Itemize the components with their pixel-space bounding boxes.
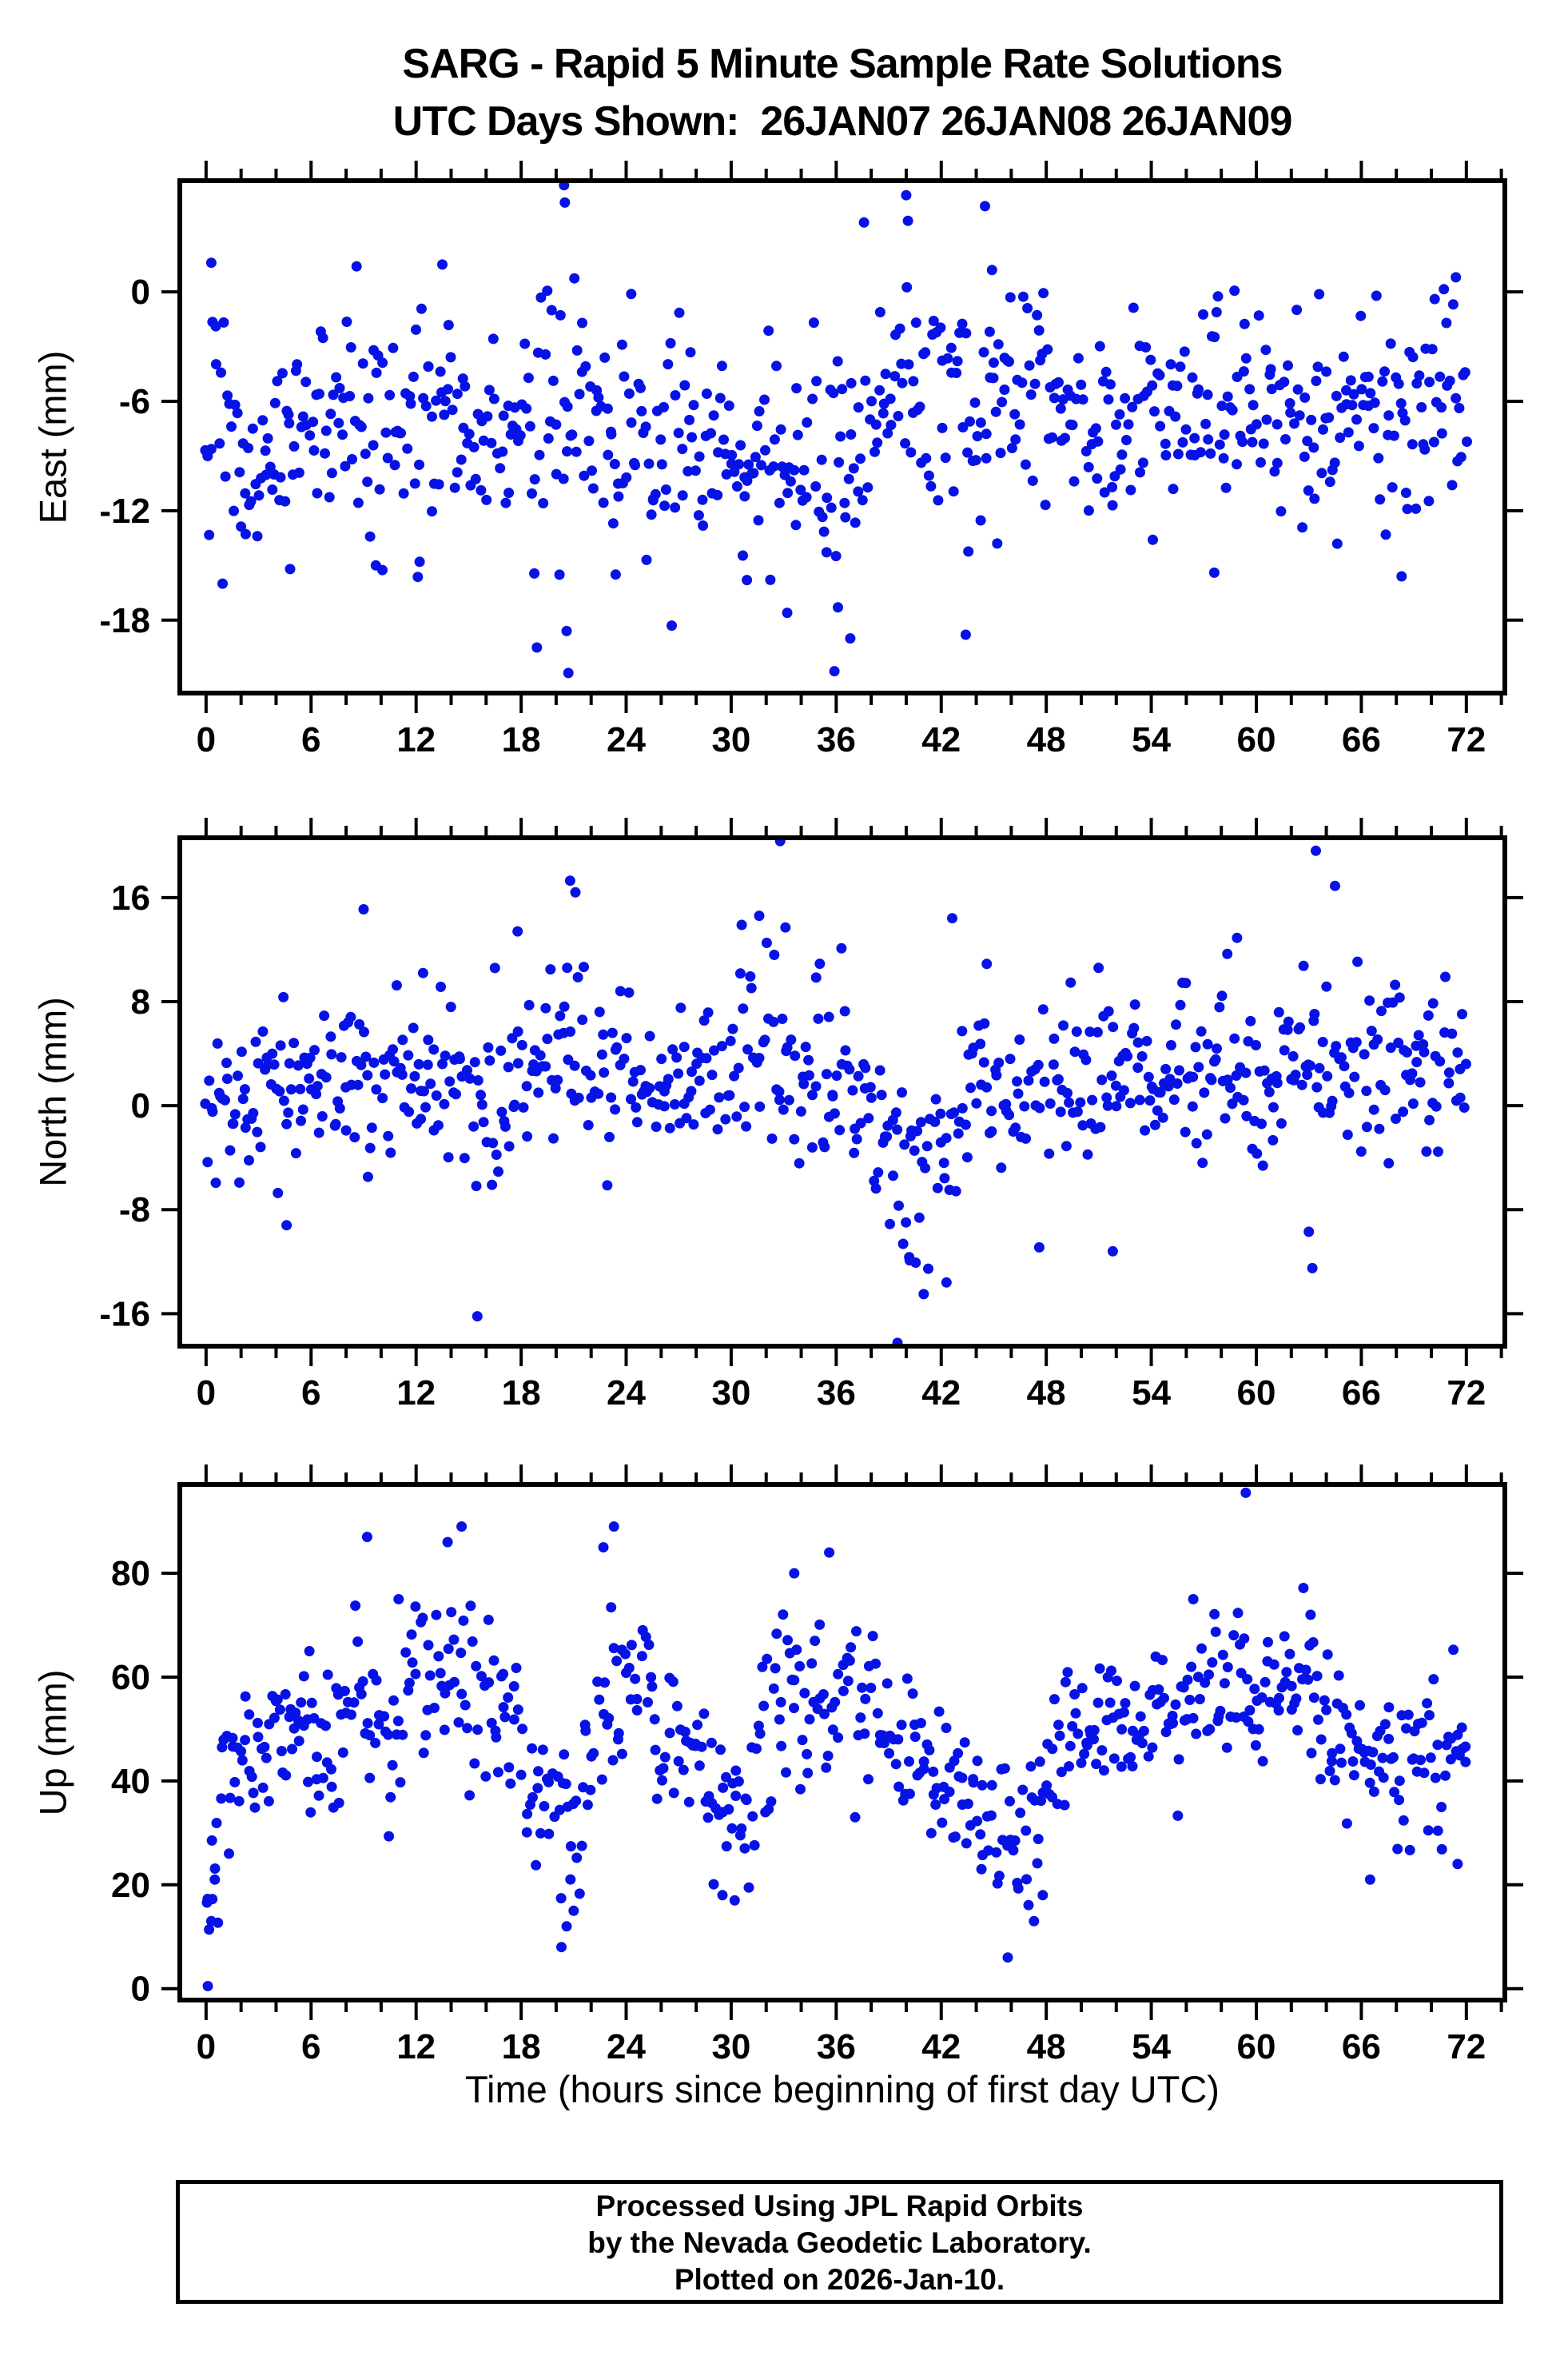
x-tick-label: 36 (817, 720, 856, 759)
x-tick-label: 48 (1027, 720, 1066, 759)
x-tick-label: 36 (817, 2027, 856, 2066)
x-tick-label: 12 (396, 2027, 436, 2066)
east-tick-labels: 0 6 12 18 24 30 36 42 48 54 60 66 72 0 -6 -12 -18 (99, 273, 1486, 759)
plot-subtitle: UTC Days Shown: 26JAN07 26JAN08 26JAN09 (392, 98, 1293, 145)
x-tick-label: 0 (197, 720, 216, 759)
east-frame (177, 178, 1507, 695)
y-tick-label: -8 (119, 1190, 150, 1229)
x-tick-label: 66 (1342, 2027, 1381, 2066)
x-tick-label: 0 (197, 1373, 216, 1413)
x-tick-label: 6 (301, 1373, 320, 1413)
footer-line-2: by the Nevada Geodetic Laboratory. (587, 2226, 1092, 2259)
x-tick-label: 24 (607, 1373, 646, 1413)
footer-box: Processed Using JPL Rapid Orbits by the … (176, 2180, 1503, 2304)
x-tick-label: 12 (396, 720, 436, 759)
north-panel: 0 6 12 18 24 30 36 42 48 54 60 66 72 16 8 0 -8 -16 (99, 818, 1523, 1413)
x-tick-label: 48 (1027, 2027, 1066, 2066)
x-tick-label: 18 (502, 2027, 541, 2066)
x-tick-label: 72 (1447, 720, 1486, 759)
y-tick-label: 16 (111, 879, 150, 918)
x-tick-label: 72 (1447, 1373, 1486, 1413)
x-tick-label: 18 (502, 1373, 541, 1413)
x-tick-label: 30 (711, 2027, 750, 2066)
y-tick-label: 0 (131, 1086, 150, 1126)
up-axis-label: Up (mm) (31, 1669, 74, 1816)
x-tick-label: 30 (711, 720, 750, 759)
x-tick-label: 6 (301, 2027, 320, 2066)
east-points (200, 180, 1472, 679)
y-tick-label: 20 (111, 1866, 150, 1905)
x-tick-label: 18 (502, 720, 541, 759)
east-panel: 0 6 12 18 24 30 36 42 48 54 60 66 72 0 -6 -12 -18 (99, 161, 1523, 759)
north-tick-labels: 0 6 12 18 24 30 36 42 48 54 60 66 72 16 8 0 -8 -16 (99, 879, 1486, 1413)
x-tick-label: 42 (921, 1373, 961, 1413)
x-tick-label: 72 (1447, 2027, 1486, 2066)
x-tick-label: 6 (301, 720, 320, 759)
east-axis-label: East (mm) (31, 350, 74, 524)
y-tick-label: 60 (111, 1658, 150, 1697)
y-tick-label: -6 (119, 382, 150, 421)
x-tick-label: 42 (921, 2027, 961, 2066)
x-tick-label: 60 (1237, 2027, 1276, 2066)
x-tick-label: 60 (1237, 720, 1276, 759)
x-tick-label: 42 (921, 720, 961, 759)
up-panel: 0 6 12 18 24 30 36 42 48 54 60 66 72 80 60 40 20 0 (111, 1464, 1523, 2066)
x-tick-label: 66 (1342, 720, 1381, 759)
time-axis-label: Time (hours since beginning of first day… (465, 2068, 1220, 2110)
y-tick-label: 0 (131, 273, 150, 312)
north-frame (177, 835, 1507, 1349)
x-tick-label: 30 (711, 1373, 750, 1413)
x-tick-label: 24 (607, 720, 646, 759)
footer-line-1: Processed Using JPL Rapid Orbits (595, 2190, 1084, 2222)
y-tick-label: -12 (99, 492, 150, 531)
y-tick-label: 8 (131, 982, 150, 1022)
x-tick-label: 48 (1027, 1373, 1066, 1413)
up-points (201, 1487, 1471, 1991)
up-frame (177, 1482, 1507, 2002)
north-points (200, 835, 1471, 1349)
footer-line-3: Plotted on 2026-Jan-10. (674, 2263, 1005, 2296)
x-tick-label: 0 (197, 2027, 216, 2066)
x-tick-label: 12 (396, 1373, 436, 1413)
y-tick-label: -16 (99, 1294, 150, 1333)
y-tick-label: -18 (99, 601, 150, 640)
x-tick-label: 24 (607, 2027, 646, 2066)
x-tick-label: 54 (1132, 2027, 1171, 2066)
north-ticks (161, 818, 1523, 1366)
plot-title: SARG - Rapid 5 Minute Sample Rate Soluti… (402, 41, 1283, 87)
y-tick-label: 80 (111, 1554, 150, 1593)
x-tick-label: 36 (817, 1373, 856, 1413)
x-tick-label: 66 (1342, 1373, 1381, 1413)
y-tick-label: 0 (131, 1970, 150, 2009)
north-axis-label: North (mm) (31, 997, 74, 1187)
x-tick-label: 54 (1132, 1373, 1171, 1413)
up-ticks (161, 1464, 1523, 2020)
x-tick-label: 54 (1132, 720, 1171, 759)
up-tick-labels: 0 6 12 18 24 30 36 42 48 54 60 66 72 80 60 40 20 0 (111, 1554, 1486, 2066)
east-ticks (161, 161, 1523, 713)
y-tick-label: 40 (111, 1762, 150, 1801)
x-tick-label: 60 (1237, 1373, 1276, 1413)
